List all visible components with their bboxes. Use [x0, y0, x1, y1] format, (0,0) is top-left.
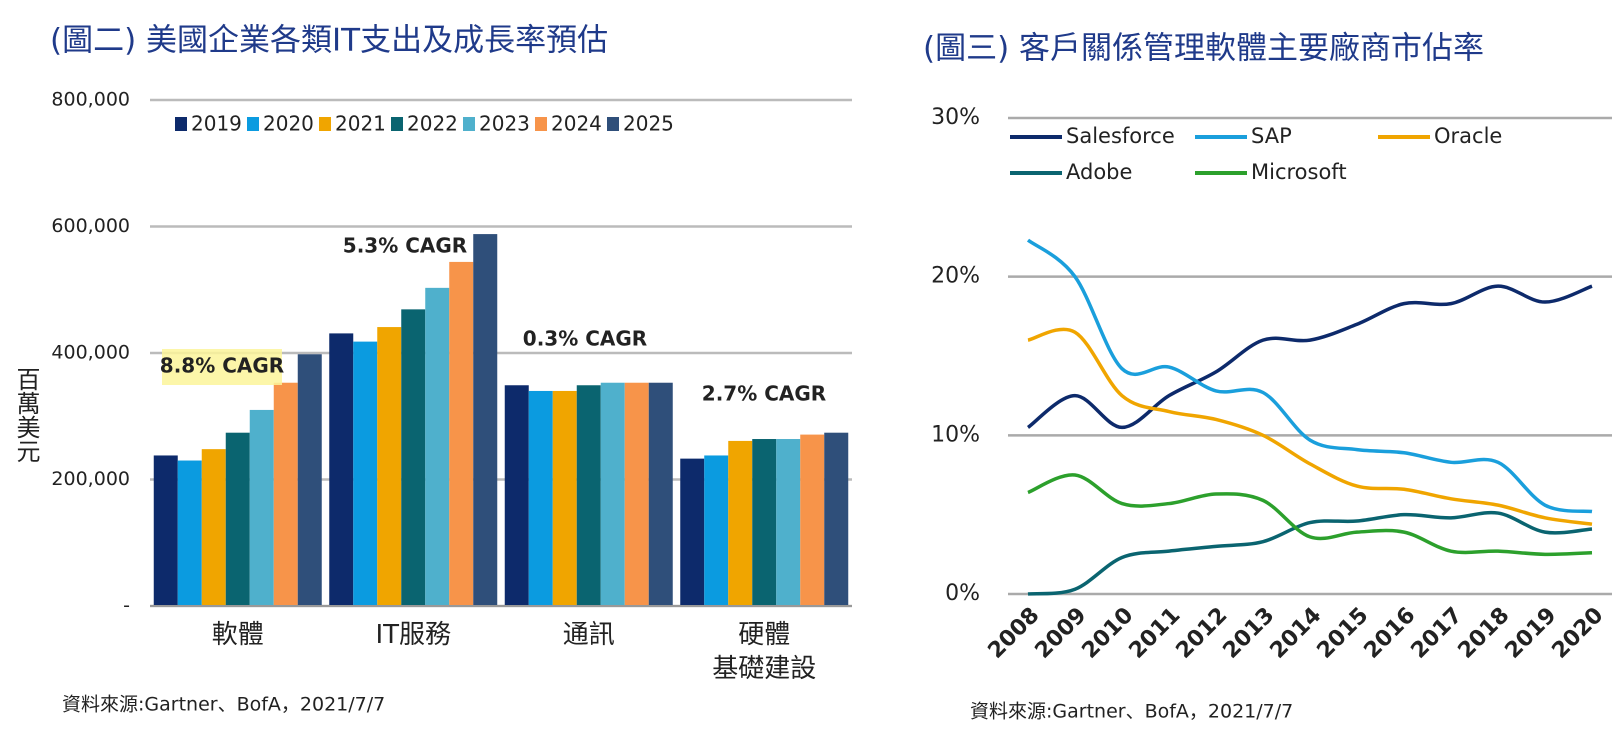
x-tick-label: 2011	[1125, 603, 1186, 664]
annotation: 0.3% CAGR	[523, 327, 647, 351]
bar	[473, 234, 498, 606]
bar	[776, 439, 801, 606]
legend-swatch	[607, 117, 619, 131]
x-tick-label: 2017	[1407, 603, 1468, 664]
x-tick-label: IT服務	[375, 620, 452, 650]
bar	[552, 390, 577, 606]
bar	[249, 409, 274, 606]
x-tick-label: 2008	[984, 603, 1045, 664]
x-tick-label: 2014	[1266, 603, 1327, 664]
bar	[728, 440, 753, 606]
x-tick-label: 2015	[1313, 603, 1374, 664]
y-tick-label: 0%	[945, 581, 980, 606]
bar	[824, 432, 849, 606]
bar	[600, 382, 625, 606]
legend-swatch	[463, 117, 475, 131]
legend-swatch	[175, 117, 187, 131]
y-tick-label: 400,000	[51, 342, 130, 364]
source-note: 資料來源:Gartner、BofA，2021/7/7	[970, 701, 1293, 723]
y-tick-label: 200,000	[51, 468, 130, 490]
bar	[401, 309, 426, 606]
bar	[704, 455, 729, 606]
bar	[528, 390, 553, 606]
annotation: 2.7% CAGR	[702, 382, 826, 406]
bar	[201, 449, 226, 606]
bar	[425, 287, 450, 606]
x-tick-label: 軟體	[211, 620, 264, 650]
annotation: 5.3% CAGR	[343, 234, 467, 258]
chart-title: (圖二) 美國企業各類IT支出及成長率預估	[50, 23, 608, 59]
legend-swatch	[535, 117, 547, 131]
y-tick-label: 800,000	[51, 89, 130, 111]
bar	[377, 327, 402, 606]
legend-label: 2025	[623, 112, 674, 136]
annotation: 8.8% CAGR	[160, 354, 284, 378]
line-series	[1027, 510, 1593, 596]
legend-label: 2024	[551, 112, 602, 136]
x-tick-label: 2010	[1078, 603, 1139, 664]
y-tick-label: -	[123, 595, 130, 617]
line-series	[1027, 473, 1593, 557]
bar	[153, 455, 178, 606]
bar	[624, 382, 649, 606]
source-note: 資料來源:Gartner、BofA，2021/7/7	[62, 694, 385, 716]
legend-label: Oracle	[1434, 124, 1502, 148]
y-tick-label: 10%	[931, 422, 980, 447]
y-tick-label: 20%	[931, 264, 980, 289]
bar	[680, 458, 705, 606]
legend-label: 2022	[407, 112, 458, 136]
y-tick-label: 600,000	[51, 215, 130, 237]
legend-label: Microsoft	[1251, 160, 1347, 184]
legend-swatch	[391, 117, 403, 131]
line-series	[1026, 238, 1593, 514]
x-tick-label: 2013	[1219, 603, 1280, 664]
legend-swatch	[247, 117, 259, 131]
bar	[504, 385, 529, 606]
bar	[177, 460, 202, 606]
bar	[225, 432, 250, 606]
bar	[329, 333, 354, 606]
x-tick-label: 2019	[1501, 603, 1562, 664]
bar	[297, 354, 322, 606]
bar	[273, 382, 298, 606]
bar	[449, 261, 474, 606]
legend-label: Salesforce	[1066, 124, 1175, 148]
x-tick-label: 硬體 基礎建設	[712, 620, 817, 684]
x-tick-label: 2020	[1548, 603, 1609, 664]
legend-label: 2019	[191, 112, 242, 136]
bar	[752, 439, 777, 606]
legend-label: 2020	[263, 112, 314, 136]
x-tick-label: 2009	[1031, 603, 1092, 664]
chart-title: (圖三) 客戶關係管理軟體主要廠商市佔率	[923, 31, 1484, 67]
legend-label: 2023	[479, 112, 530, 136]
bar	[800, 434, 825, 606]
annotation-highlight	[162, 349, 282, 385]
x-tick-label: 通訊	[562, 620, 615, 650]
line-series	[1027, 327, 1593, 526]
bar	[648, 382, 673, 606]
x-tick-label: 2016	[1360, 603, 1421, 664]
y-axis-label: 百萬美元	[12, 367, 40, 463]
legend-label: 2021	[335, 112, 386, 136]
x-tick-label: 2018	[1454, 603, 1515, 664]
x-tick-label: 2012	[1172, 603, 1233, 664]
bar	[576, 385, 601, 606]
legend-label: Adobe	[1066, 160, 1132, 184]
line-series	[1026, 284, 1593, 430]
legend-swatch	[319, 117, 331, 131]
legend-label: SAP	[1251, 124, 1292, 148]
bar	[353, 341, 378, 606]
y-tick-label: 30%	[931, 105, 980, 130]
